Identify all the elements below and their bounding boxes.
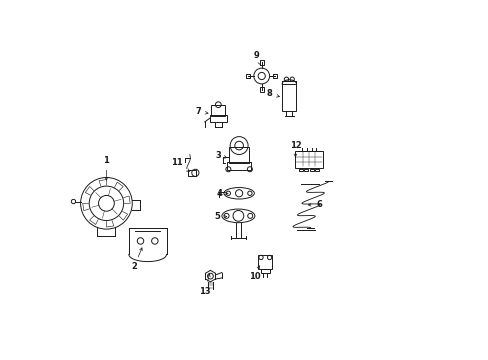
Bar [229, 147, 248, 163]
Bar [227, 162, 250, 170]
Text: 12: 12 [289, 141, 301, 157]
Text: 7: 7 [195, 107, 207, 116]
Bar [259, 87, 264, 92]
Bar [314, 168, 318, 171]
Text: 6: 6 [307, 200, 322, 209]
Text: 5: 5 [214, 212, 226, 221]
Bar [282, 84, 296, 111]
Bar [273, 74, 277, 78]
Bar [294, 150, 323, 168]
Bar [258, 255, 271, 269]
Text: 1: 1 [103, 156, 109, 180]
Bar [304, 168, 307, 171]
Bar [309, 168, 313, 171]
Text: 10: 10 [249, 266, 261, 281]
Bar [209, 115, 226, 122]
Text: 9: 9 [253, 51, 260, 65]
Text: 2: 2 [131, 248, 142, 271]
Bar [245, 74, 250, 78]
Text: 11: 11 [171, 158, 189, 172]
Text: 13: 13 [199, 274, 210, 296]
Text: 3: 3 [215, 151, 226, 160]
Bar [187, 170, 195, 176]
Bar [259, 60, 264, 64]
Bar [299, 168, 303, 171]
Bar [211, 105, 225, 116]
Bar [260, 269, 269, 273]
Text: 8: 8 [266, 89, 279, 98]
Text: 4: 4 [216, 189, 227, 198]
